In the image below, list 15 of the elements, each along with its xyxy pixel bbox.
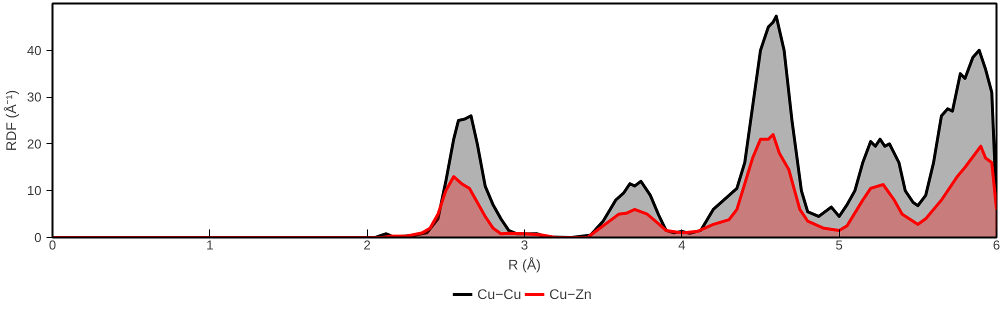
y-tick-label: 40 — [27, 42, 42, 58]
y-tick-label: 20 — [27, 136, 42, 152]
x-tick-label: 4 — [678, 238, 686, 252]
y-tick-label: 10 — [27, 183, 42, 198]
legend-label: Cu−Cu — [477, 286, 522, 302]
x-tick-label: 1 — [206, 238, 214, 252]
x-tick-label: 5 — [836, 238, 843, 252]
y-axis-title: RDF (Å⁻¹) — [3, 90, 20, 151]
x-tick-label: 2 — [364, 238, 371, 252]
y-tick-label: 30 — [27, 90, 42, 105]
x-tick-label: 6 — [992, 238, 1000, 252]
legend-label: Cu−Zn — [549, 286, 592, 302]
x-tick-label: 3 — [520, 238, 528, 252]
x-tick-label: 0 — [48, 238, 56, 252]
x-axis-title: R (Å) — [508, 256, 541, 272]
